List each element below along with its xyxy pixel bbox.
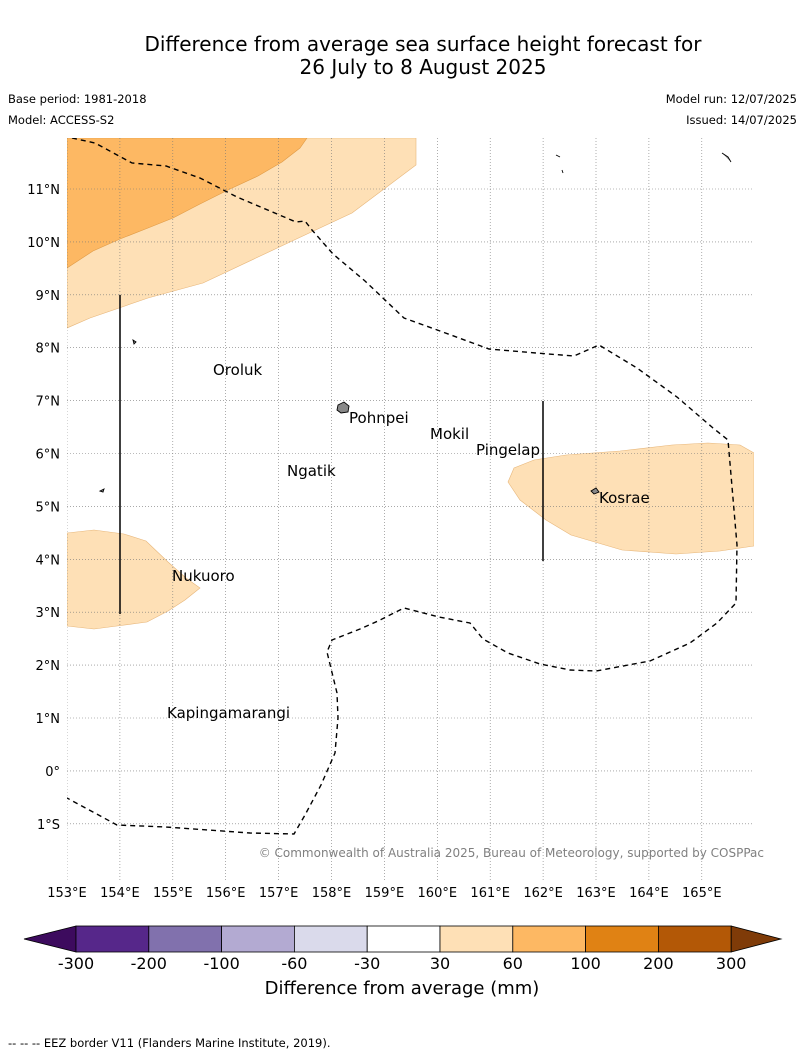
eez-legend-note: -- -- -- EEZ border V11 (Flanders Marine… xyxy=(8,1036,331,1050)
latitude-tick-label: 6°N xyxy=(36,448,61,463)
longitude-tick-label: 162°E xyxy=(523,886,563,901)
longitude-tick-label: 158°E xyxy=(312,886,352,901)
place-label-oroluk: Oroluk xyxy=(213,361,262,379)
minor-island-1 xyxy=(132,338,137,345)
place-label-kapingamarangi: Kapingamarangi xyxy=(167,704,290,722)
colorbar xyxy=(23,925,783,953)
longitude-tick-label: 164°E xyxy=(629,886,669,901)
latitude-tick-label: 9°N xyxy=(36,289,61,304)
place-label-pohnpei: Pohnpei xyxy=(349,409,409,427)
colorbar-tick-label: -30 xyxy=(354,954,380,973)
latitude-tick-label: 2°N xyxy=(36,659,61,674)
minor-island-2 xyxy=(98,488,105,493)
pohnpei-island xyxy=(336,401,350,414)
longitude-tick-label: 159°E xyxy=(365,886,405,901)
colorbar-segment xyxy=(658,925,732,953)
place-label-pingelap: Pingelap xyxy=(476,441,540,459)
colorbar-segment xyxy=(512,925,586,953)
colorbar-tick-label: 30 xyxy=(430,954,450,973)
colorbar-segment xyxy=(221,925,295,953)
longitude-tick-label: 156°E xyxy=(206,886,246,901)
colorbar-over-arrow xyxy=(730,925,783,953)
longitude-tick-label: 163°E xyxy=(576,886,616,901)
gridpoint-reference-lines xyxy=(119,295,544,614)
chart-title-line1: Difference from average sea surface heig… xyxy=(144,32,702,56)
latitude-tick-label: 11°N xyxy=(27,183,60,198)
longitude-tick-label: 154°E xyxy=(100,886,140,901)
anomaly-region-60-100-east xyxy=(507,442,754,555)
place-label-mokil: Mokil xyxy=(430,425,469,443)
colorbar-tick-label: 200 xyxy=(643,954,674,973)
chart-title-line2: 26 July to 8 August 2025 xyxy=(299,55,547,79)
latitude-tick-label: 1°N xyxy=(36,712,61,727)
longitude-tick-label: 153°E xyxy=(47,886,87,901)
colorbar-segment xyxy=(439,925,514,953)
model-label: Model: ACCESS-S2 xyxy=(8,113,115,127)
issued-label: Issued: 14/07/2025 xyxy=(686,113,797,127)
place-label-kosrae: Kosrae xyxy=(599,489,650,507)
eez-border-lines xyxy=(67,138,738,835)
map-credit: © Commonwealth of Australia 2025, Bureau… xyxy=(259,846,764,860)
longitude-tick-label: 161°E xyxy=(470,886,510,901)
eez-border-north xyxy=(67,138,738,835)
graticule-lines xyxy=(67,138,754,880)
colorbar-tick-label: -60 xyxy=(281,954,307,973)
latitude-tick-labels: 11°N 10°N 9°N 8°N 7°N 6°N 5°N 4°N 3°N 2°N 1°N 0° 1°S xyxy=(27,183,60,833)
colorbar-tick-label: -200 xyxy=(131,954,167,973)
colorbar-tick-label: -300 xyxy=(58,954,94,973)
minor-island-4 xyxy=(721,152,732,163)
colorbar-tick-label: 60 xyxy=(503,954,523,973)
colorbar-under-arrow xyxy=(23,925,77,953)
anomaly-region-60-100-south xyxy=(67,529,201,630)
colorbar-tick-label: -100 xyxy=(203,954,239,973)
colorbar-segment xyxy=(366,925,441,953)
latitude-tick-label: 5°N xyxy=(36,500,61,515)
kosrae-island xyxy=(590,487,600,495)
anomaly-region-100-200-north xyxy=(67,138,308,269)
longitude-tick-label: 165°E xyxy=(682,886,722,901)
place-labels: Oroluk Pohnpei Mokil Pingelap Ngatik Kos… xyxy=(167,361,650,722)
place-label-nukuoro: Nukuoro xyxy=(172,567,235,585)
latitude-tick-label: 7°N xyxy=(36,395,61,410)
colorbar-segment xyxy=(148,925,223,953)
latitude-tick-label: 10°N xyxy=(27,236,60,251)
latitude-tick-label: 8°N xyxy=(36,342,61,357)
longitude-tick-labels: 153°E 154°E 155°E 156°E 157°E 158°E 159°E 160°E… xyxy=(47,886,721,901)
colorbar-segment xyxy=(75,925,150,953)
base-period-label: Base period: 1981-2018 xyxy=(8,92,147,106)
colorbar-title: Difference from average (mm) xyxy=(264,978,540,999)
longitude-tick-label: 157°E xyxy=(259,886,299,901)
longitude-tick-label: 160°E xyxy=(418,886,458,901)
latitude-tick-label: 4°N xyxy=(36,553,61,568)
longitude-tick-label: 155°E xyxy=(153,886,193,901)
minor-island-3 xyxy=(555,154,564,174)
anomaly-fill-layer xyxy=(67,138,754,630)
colorbar-segment xyxy=(585,925,659,953)
island-outlines xyxy=(98,152,732,495)
colorbar-tick-label: 300 xyxy=(716,954,747,973)
model-run-label: Model run: 12/07/2025 xyxy=(665,92,797,106)
latitude-tick-label: 1°S xyxy=(37,818,60,833)
place-label-ngatik: Ngatik xyxy=(287,462,336,480)
colorbar-tick-labels: -300 -200 -100 -60 -30 30 60 100 200 300 xyxy=(58,954,747,973)
colorbar-tick-label: 100 xyxy=(570,954,601,973)
colorbar-segment xyxy=(293,925,368,953)
latitude-tick-label: 3°N xyxy=(36,606,61,621)
latitude-tick-label: 0° xyxy=(45,765,60,780)
